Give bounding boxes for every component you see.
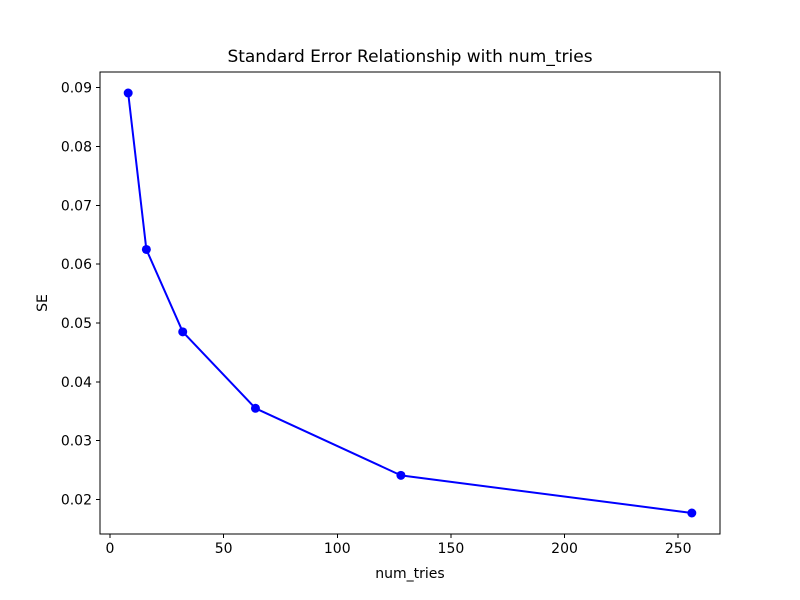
plot-area: 0 50 100 150 200 250 0.02 0.03 0.04 0.05 0.06 0.07 0… [61,71,721,557]
data-point-marker [123,88,133,98]
y-axis-label: SE [35,294,51,312]
y-tick-label: 0.02 [61,492,92,508]
y-tick-label: 0.04 [61,375,92,391]
y-tick-label: 0.03 [61,434,92,450]
x-tick-label: 150 [438,541,465,557]
x-tick-label: 100 [324,541,351,557]
y-tick-label: 0.08 [61,140,92,156]
data-point-marker [141,244,151,254]
y-tick-label: 0.06 [61,257,92,273]
y-tick-label: 0.07 [61,198,92,214]
data-point-marker [687,508,697,518]
y-tick-label: 0.05 [61,316,92,332]
plot-box [99,71,721,535]
chart-title: Standard Error Relationship with num_tri… [227,47,592,67]
x-tick-label: 250 [665,541,692,557]
data-point-marker [250,403,260,413]
x-tick-label: 200 [551,541,578,557]
y-tick-label: 0.09 [61,81,92,97]
data-point-marker [396,470,406,480]
x-tick-label: 50 [215,541,233,557]
x-tick-label: 0 [106,541,115,557]
se-line [127,92,693,514]
x-axis-label: num_tries [375,566,444,582]
data-point-marker [178,327,188,337]
